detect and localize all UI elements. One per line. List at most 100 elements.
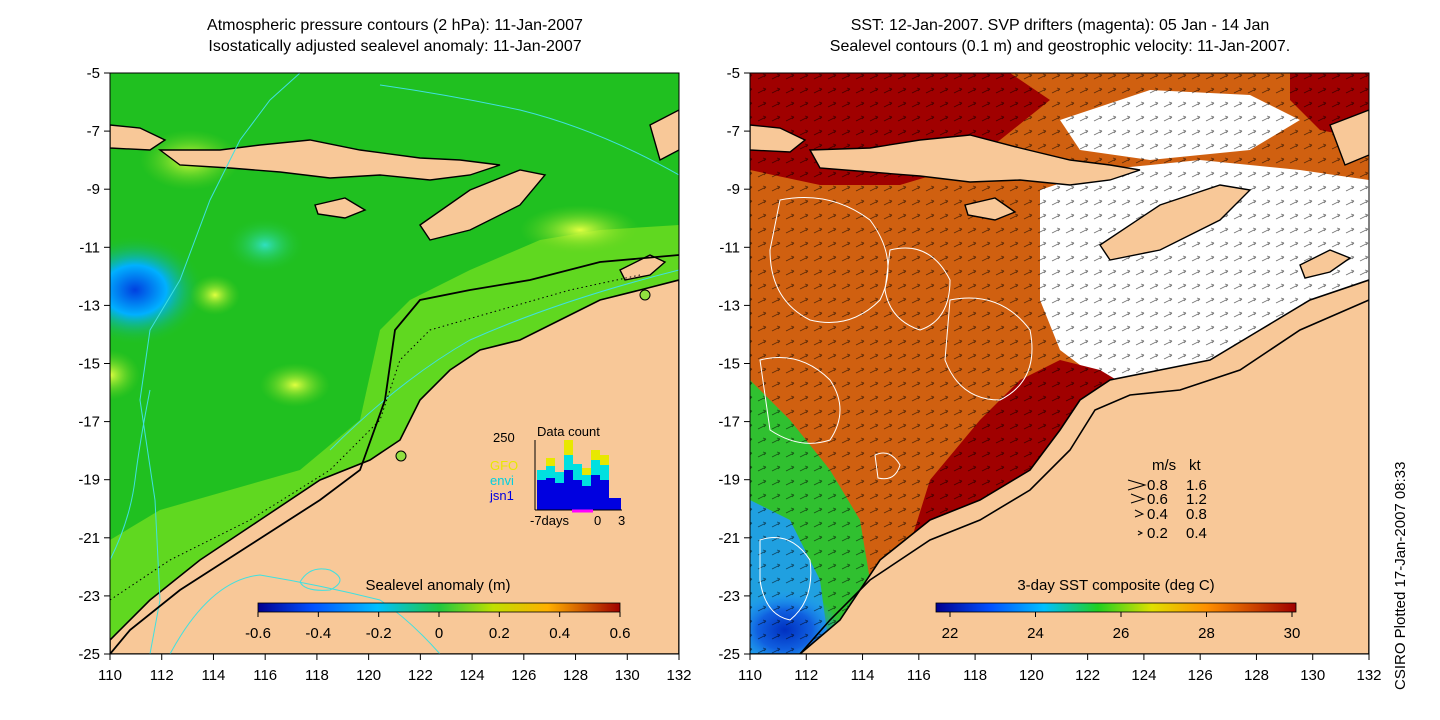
left-ytick-label: -15 <box>78 356 100 373</box>
right-title: SST: 12-Jan-2007. SVP drifters (magenta)… <box>750 15 1370 57</box>
left-colorbar: Sealevel anomaly (m) -0.6 -0.4 -0.2 0 0.2 0.4… <box>245 577 630 642</box>
inset-legend-jsn1: jsn1 <box>489 488 514 503</box>
right-xtick-label: 120 <box>1019 667 1044 684</box>
left-cb-tick-label: -0.2 <box>366 625 392 642</box>
right-ytick-label: -21 <box>718 530 740 547</box>
left-ytick-label: -21 <box>78 530 100 547</box>
left-pressure-contour-6 <box>379 84 679 176</box>
right-xtick-label: 130 <box>1300 667 1325 684</box>
right-timor-island <box>1099 184 1252 261</box>
right-xtick-label: 128 <box>1244 667 1269 684</box>
left-pressure-contour-5 <box>329 269 679 451</box>
velocity-row-04-ms: 0.4 <box>1147 506 1168 523</box>
left-timor-island <box>419 169 547 241</box>
right-title-line2: Sealevel contours (0.1 m) and geostrophi… <box>829 38 1291 55</box>
left-map <box>110 73 679 654</box>
left-ytick-label: -9 <box>87 181 100 198</box>
left-cb-tick-label: 0 <box>435 625 443 642</box>
left-slope-line <box>110 254 679 654</box>
right-ytick-label: -23 <box>718 588 740 605</box>
left-xtick-label: 126 <box>511 667 536 684</box>
credit-text: CSIRO Plotted 17-Jan-2007 08:33 <box>1392 461 1409 690</box>
inset-legend-envi: envi <box>490 473 514 488</box>
left-low-anomaly <box>110 235 205 345</box>
right-java-tail <box>750 124 807 153</box>
left-australia-land <box>110 279 679 654</box>
data-count-inset: 250 Data count GFO envi jsn1 -7days 0 3 <box>489 424 625 528</box>
left-colorbar-label: Sealevel anomaly (m) <box>365 577 510 594</box>
right-cb-tick-label: 28 <box>1198 625 1215 642</box>
right-xtick-label: 110 <box>738 667 762 684</box>
left-java-tail <box>110 124 167 151</box>
inset-legend-gfo: GFO <box>490 458 518 473</box>
inset-xlabel-zero: 0 <box>594 513 601 528</box>
left-cb-tick-label: 0.6 <box>610 625 631 642</box>
right-cb-tick-label: 30 <box>1284 625 1301 642</box>
left-ytick-label: -25 <box>78 646 100 663</box>
velocity-row-06-ms: 0.6 <box>1147 491 1168 508</box>
right-ytick-label: -5 <box>727 65 740 82</box>
right-sunda-islands <box>808 134 1141 186</box>
left-title: Atmospheric pressure contours (2 hPa): 1… <box>110 15 680 57</box>
right-map <box>750 73 1369 654</box>
inset-ymax: 250 <box>493 430 515 445</box>
right-sealevel-contour-6 <box>759 537 812 621</box>
left-xtick-label: 116 <box>253 667 277 684</box>
left-xtick-label: 114 <box>201 667 225 684</box>
left-pressure-contour-2 <box>110 389 151 561</box>
velocity-row-02-kt: 0.4 <box>1186 525 1207 542</box>
right-ytick-label: -17 <box>718 414 740 431</box>
inset-title: Data count <box>537 424 600 439</box>
inset-xlabel-start: -7days <box>530 513 570 528</box>
left-axes: 110 112 114 116 118 120 122 124 126 128 130 132 -5 -7… <box>78 65 691 684</box>
left-xtick-label: 118 <box>305 667 329 684</box>
left-ytick-label: -17 <box>78 414 100 431</box>
right-colorbar-label: 3-day SST composite (deg C) <box>1017 577 1214 594</box>
right-colorbar: 3-day SST composite (deg C) 22 24 26 28 30 <box>935 577 1301 642</box>
right-ytick-label: -19 <box>718 472 740 489</box>
left-station-marker-1 <box>395 450 407 462</box>
right-slope-line <box>799 299 1369 654</box>
right-ytick-label: -9 <box>727 181 740 198</box>
left-ytick-label: -13 <box>78 297 100 314</box>
left-xtick-label: 120 <box>356 667 381 684</box>
right-ytick-label: -25 <box>718 646 740 663</box>
left-xtick-label: 112 <box>150 667 174 684</box>
right-sealevel-contour-2 <box>884 247 951 331</box>
left-ytick-label: -11 <box>79 239 100 256</box>
right-sealevel-contour-5 <box>944 297 1033 401</box>
left-station-marker-2 <box>639 289 651 301</box>
right-cb-tick-label: 24 <box>1027 625 1044 642</box>
left-title-line2: Isostatically adjusted sealevel anomaly:… <box>208 38 582 55</box>
right-xtick-label: 126 <box>1188 667 1213 684</box>
right-xtick-label: 112 <box>794 667 818 684</box>
left-ytick-label: -23 <box>78 588 100 605</box>
right-sumba-island <box>964 197 1017 221</box>
left-ytick-label: -5 <box>87 65 100 82</box>
left-cyan-patch <box>225 217 305 273</box>
right-ne-islands <box>1299 109 1369 279</box>
left-yellow-patch-3 <box>260 363 330 407</box>
velocity-legend-kt: kt <box>1189 457 1202 474</box>
right-cb-tick-label: 22 <box>942 625 959 642</box>
inset-xlabel-end: 3 <box>618 513 625 528</box>
right-australia-land <box>750 279 1369 654</box>
left-shelf-dotted <box>110 274 641 601</box>
left-yellow-patch-1 <box>110 350 140 400</box>
right-xtick-label: 124 <box>1131 667 1156 684</box>
left-xtick-label: 122 <box>408 667 433 684</box>
velocity-legend: m/s kt 0.8 1.6 0.6 1.2 0.4 0.8 0.2 0.4 <box>1127 457 1207 542</box>
left-xtick-label: 110 <box>98 667 122 684</box>
velocity-row-08-kt: 1.6 <box>1186 477 1207 494</box>
left-xtick-label: 130 <box>615 667 640 684</box>
right-ytick-label: -11 <box>719 239 740 256</box>
velocity-arrow-06 <box>1130 493 1146 504</box>
left-yellow-patch-5 <box>520 205 640 255</box>
right-sealevel-contour-3 <box>759 357 841 444</box>
right-xtick-label: 116 <box>907 667 931 684</box>
left-title-line1: Atmospheric pressure contours (2 hPa): 1… <box>207 17 583 34</box>
velocity-row-02-ms: 0.2 <box>1147 525 1168 542</box>
right-ytick-label: -15 <box>718 356 740 373</box>
velocity-row-08-ms: 0.8 <box>1147 477 1168 494</box>
